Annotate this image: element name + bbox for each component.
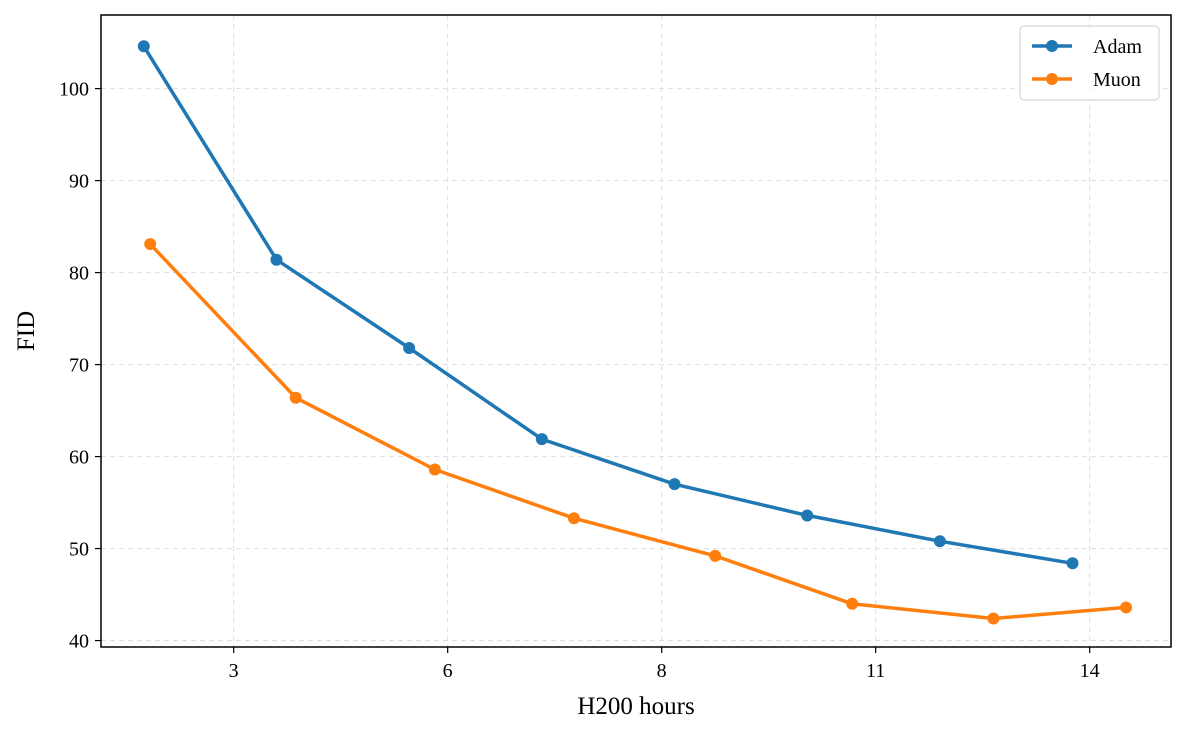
series-line-muon [148,242,1128,621]
series-markers [137,40,1133,625]
data-point-adam [535,433,548,446]
data-point-muon [289,391,302,404]
legend: Adam Muon [1019,25,1160,101]
y-tick-label: 40 [69,631,89,653]
data-point-adam [1066,557,1079,570]
data-point-muon [567,512,580,525]
y-tick-label: 70 [69,355,89,377]
data-point-muon [1120,601,1133,614]
data-point-adam [137,40,150,53]
x-axis-title: H200 hours [577,693,694,720]
y-tick-label: 80 [69,263,89,285]
y-axis-ticks: 40 50 60 70 80 90 100 [59,79,101,653]
x-tick-label: 11 [866,660,885,682]
data-point-adam [403,342,416,355]
legend-marker-adam [1046,40,1058,52]
y-tick-label: 90 [69,171,89,193]
y-tick-label: 100 [59,79,89,101]
data-point-muon [428,463,441,476]
y-tick-label: 60 [69,447,89,469]
x-tick-label: 8 [657,660,667,682]
data-point-muon [987,612,1000,625]
y-axis-title: FID [13,311,40,351]
series-line-adam [142,44,1075,566]
data-point-adam [270,253,283,266]
plot-frame [100,14,1172,648]
legend-label-muon: Muon [1093,69,1141,91]
legend-label-adam: Adam [1093,36,1142,58]
data-point-adam [668,478,681,491]
data-point-muon [709,549,722,562]
x-tick-label: 3 [229,660,239,682]
data-point-adam [933,535,946,548]
y-tick-label: 50 [69,539,89,561]
series-lines [142,44,1128,621]
data-point-muon [144,238,157,251]
x-tick-label: 6 [443,660,453,682]
x-axis-ticks: 3 6 8 11 14 [229,647,1100,682]
data-point-muon [846,597,859,610]
legend-marker-muon [1046,73,1058,85]
data-point-adam [801,509,814,522]
x-tick-label: 14 [1080,660,1100,682]
